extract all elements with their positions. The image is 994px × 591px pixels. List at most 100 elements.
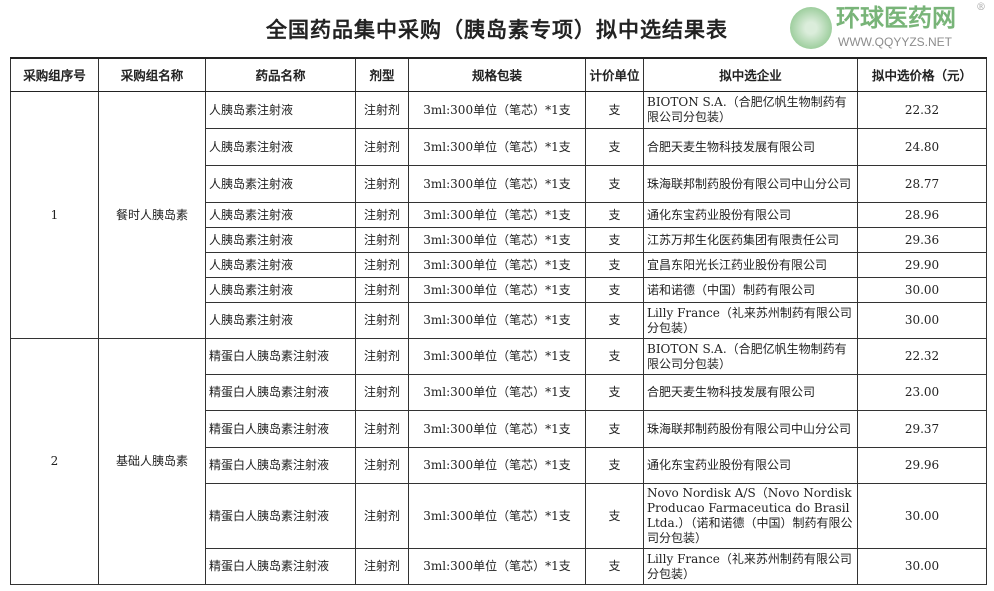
specification: 3ml:300单位（笔芯）*1支 bbox=[408, 165, 586, 203]
unit: 支 bbox=[585, 338, 644, 375]
dosage-form: 注射剂 bbox=[355, 165, 409, 203]
unit: 支 bbox=[585, 91, 644, 129]
price: 29.96 bbox=[857, 447, 987, 484]
enterprise: Lilly France（礼来苏州制药有限公司分包装） bbox=[643, 548, 858, 585]
drug-name: 人胰岛素注射液 bbox=[205, 165, 356, 203]
column-header: 规格包装 bbox=[408, 57, 586, 92]
dosage-form: 注射剂 bbox=[355, 277, 409, 303]
specification: 3ml:300单位（笔芯）*1支 bbox=[408, 252, 586, 278]
dosage-form: 注射剂 bbox=[355, 374, 409, 411]
enterprise: BIOTON S.A.（合肥亿帆生物制药有限公司分包装） bbox=[643, 338, 858, 375]
group-number: 2 bbox=[10, 338, 99, 585]
dosage-form: 注射剂 bbox=[355, 548, 409, 585]
specification: 3ml:300单位（笔芯）*1支 bbox=[408, 410, 586, 448]
column-header: 采购组名称 bbox=[98, 57, 206, 92]
dosage-form: 注射剂 bbox=[355, 91, 409, 129]
price: 23.00 bbox=[857, 374, 987, 411]
specification: 3ml:300单位（笔芯）*1支 bbox=[408, 128, 586, 166]
dosage-form: 注射剂 bbox=[355, 447, 409, 484]
specification: 3ml:300单位（笔芯）*1支 bbox=[408, 548, 586, 585]
drug-name: 人胰岛素注射液 bbox=[205, 227, 356, 253]
unit: 支 bbox=[585, 302, 644, 339]
drug-name: 人胰岛素注射液 bbox=[205, 91, 356, 129]
dosage-form: 注射剂 bbox=[355, 410, 409, 448]
price: 28.77 bbox=[857, 165, 987, 203]
enterprise: 通化东宝药业股份有限公司 bbox=[643, 447, 858, 484]
table-row: 1 餐时人胰岛素 人胰岛素注射液 注射剂 3ml:300单位（笔芯）*1支支 BIOTON… bbox=[10, 91, 987, 339]
drug-name: 人胰岛素注射液 bbox=[205, 128, 356, 166]
column-header: 剂型 bbox=[355, 57, 409, 92]
price: 29.36 bbox=[857, 227, 987, 253]
unit: 支 bbox=[585, 374, 644, 411]
enterprise: Novo Nordisk A/S（Novo Nordisk Producao F… bbox=[643, 483, 858, 549]
drug-name: 精蛋白人胰岛素注射液 bbox=[205, 548, 356, 585]
dosage-form: 注射剂 bbox=[355, 202, 409, 228]
enterprise: 通化东宝药业股份有限公司 bbox=[643, 202, 858, 228]
price: 28.96 bbox=[857, 202, 987, 228]
unit: 支 bbox=[585, 128, 644, 166]
specification: 3ml:300单位（笔芯）*1支 bbox=[408, 227, 586, 253]
specification: 3ml:300单位（笔芯）*1支 bbox=[408, 277, 586, 303]
table-row: 精蛋白人胰岛素注射液 注射剂 3ml:300单位（笔芯）*1支支 Novo Nordi… bbox=[11, 483, 987, 549]
enterprise: BIOTON S.A.（合肥亿帆生物制药有限公司分包装） bbox=[643, 91, 858, 129]
group-number: 1 bbox=[10, 91, 99, 339]
column-header: 计价单位 bbox=[585, 57, 644, 92]
dosage-form: 注射剂 bbox=[355, 128, 409, 166]
unit: 支 bbox=[585, 410, 644, 448]
column-header: 采购组序号 bbox=[10, 57, 99, 92]
enterprise: 合肥天麦生物科技发展有限公司 bbox=[643, 128, 858, 166]
column-header: 拟中选企业 bbox=[643, 57, 858, 92]
table-row: 人胰岛素注射液 注射剂 3ml:300单位（笔芯）*1支支江苏万邦生化医药集团有限责… bbox=[11, 227, 987, 253]
specification: 3ml:300单位（笔芯）*1支 bbox=[408, 302, 586, 339]
drug-name: 人胰岛素注射液 bbox=[205, 202, 356, 228]
drug-name: 精蛋白人胰岛素注射液 bbox=[205, 447, 356, 484]
dosage-form: 注射剂 bbox=[355, 227, 409, 253]
table-row: 人胰岛素注射液 注射剂 3ml:300单位（笔芯）*1支支合肥天麦生物科技发展有限公… bbox=[11, 128, 987, 166]
column-header: 药品名称 bbox=[205, 57, 356, 92]
specification: 3ml:300单位（笔芯）*1支 bbox=[408, 374, 586, 411]
enterprise: Lilly France（礼来苏州制药有限公司分包装） bbox=[643, 302, 858, 339]
specification: 3ml:300单位（笔芯）*1支 bbox=[408, 447, 586, 484]
table-row: 人胰岛素注射液 注射剂 3ml:300单位（笔芯）*1支支宜昌东阳光长江药业股份有限… bbox=[11, 252, 987, 278]
group-name: 基础人胰岛素 bbox=[98, 338, 206, 585]
enterprise: 诺和诺德（中国）制药有限公司 bbox=[643, 277, 858, 303]
unit: 支 bbox=[585, 252, 644, 278]
drug-name: 精蛋白人胰岛素注射液 bbox=[205, 483, 356, 549]
drug-name: 人胰岛素注射液 bbox=[205, 252, 356, 278]
price: 22.32 bbox=[857, 91, 987, 129]
price: 30.00 bbox=[857, 277, 987, 303]
registered-mark: ® bbox=[976, 2, 986, 13]
unit: 支 bbox=[585, 165, 644, 203]
table-row: 人胰岛素注射液 注射剂 3ml:300单位（笔芯）*1支支珠海联邦制药股份有限公司中… bbox=[11, 165, 987, 203]
table-row: 2 基础人胰岛素 精蛋白人胰岛素注射液 注射剂 3ml:300单位（笔芯）*1支支 BIO… bbox=[10, 338, 987, 585]
specification: 3ml:300单位（笔芯）*1支 bbox=[408, 91, 586, 129]
column-header: 拟中选价格（元） bbox=[857, 57, 987, 92]
enterprise: 宜昌东阳光长江药业股份有限公司 bbox=[643, 252, 858, 278]
drug-name: 人胰岛素注射液 bbox=[205, 302, 356, 339]
price: 30.00 bbox=[857, 483, 987, 549]
table-row: 人胰岛素注射液 注射剂 3ml:300单位（笔芯）*1支支 Lilly France（… bbox=[11, 302, 987, 339]
dosage-form: 注射剂 bbox=[355, 338, 409, 375]
price: 29.37 bbox=[857, 410, 987, 448]
drug-name: 精蛋白人胰岛素注射液 bbox=[205, 410, 356, 448]
header-row: 采购组序号 采购组名称 药品名称 剂型 规格包装 计价单位 拟中选企业 拟中选价格（元） bbox=[10, 57, 987, 92]
price: 24.80 bbox=[857, 128, 987, 166]
unit: 支 bbox=[585, 277, 644, 303]
table-row: 精蛋白人胰岛素注射液 注射剂 3ml:300单位（笔芯）*1支支通化东宝药业股份有限… bbox=[11, 447, 987, 484]
enterprise: 合肥天麦生物科技发展有限公司 bbox=[643, 374, 858, 411]
specification: 3ml:300单位（笔芯）*1支 bbox=[408, 202, 586, 228]
dosage-form: 注射剂 bbox=[355, 252, 409, 278]
unit: 支 bbox=[585, 227, 644, 253]
dosage-form: 注射剂 bbox=[355, 302, 409, 339]
price: 30.00 bbox=[857, 548, 987, 585]
table-row: 精蛋白人胰岛素注射液 注射剂 3ml:300单位（笔芯）*1支支合肥天麦生物科技发展… bbox=[11, 374, 987, 411]
specification: 3ml:300单位（笔芯）*1支 bbox=[408, 483, 586, 549]
group-name: 餐时人胰岛素 bbox=[98, 91, 206, 339]
table-row: 精蛋白人胰岛素注射液 注射剂 3ml:300单位（笔芯）*1支支 Lilly Fran… bbox=[11, 548, 987, 585]
drug-name: 精蛋白人胰岛素注射液 bbox=[205, 338, 356, 375]
specification: 3ml:300单位（笔芯）*1支 bbox=[408, 338, 586, 375]
price: 29.90 bbox=[857, 252, 987, 278]
price: 22.32 bbox=[857, 338, 987, 375]
unit: 支 bbox=[585, 483, 644, 549]
